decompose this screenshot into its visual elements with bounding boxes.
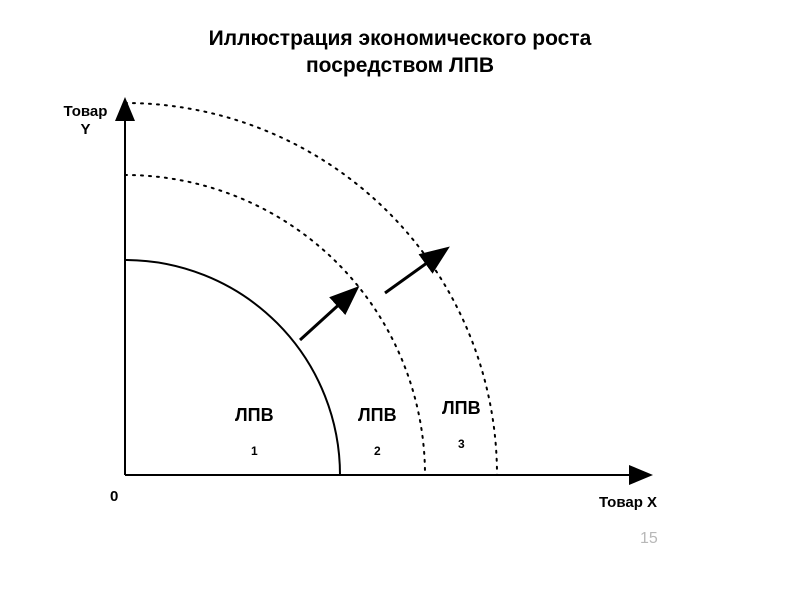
y-axis-label: Товар Y xyxy=(58,103,113,139)
curve-label-1: ЛПВ 1 xyxy=(235,405,274,458)
curve-label-2: ЛПВ 2 xyxy=(358,405,397,458)
page-number: 15 xyxy=(640,530,658,548)
diagram-svg xyxy=(0,0,800,600)
curve-label-3: ЛПВ 3 xyxy=(442,398,481,451)
growth-arrows xyxy=(300,250,445,340)
x-axis-label: Товар X xyxy=(598,494,658,512)
origin-label: 0 xyxy=(110,488,118,505)
